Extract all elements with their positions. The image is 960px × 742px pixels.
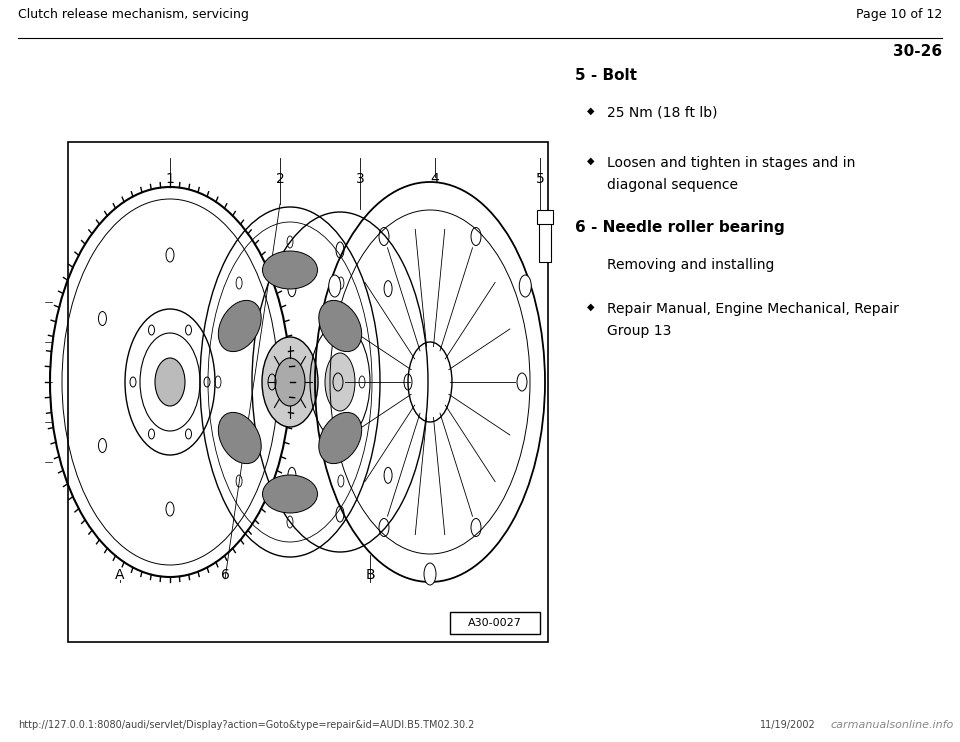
Text: 25 Nm (18 ft lb): 25 Nm (18 ft lb) <box>607 106 717 120</box>
Text: 3: 3 <box>355 172 365 186</box>
Text: B: B <box>365 568 374 582</box>
Ellipse shape <box>328 275 341 297</box>
Text: diagonal sequence: diagonal sequence <box>607 178 738 192</box>
Text: Removing and installing: Removing and installing <box>607 258 775 272</box>
Ellipse shape <box>319 413 362 464</box>
Text: Repair Manual, Engine Mechanical, Repair: Repair Manual, Engine Mechanical, Repair <box>607 302 899 316</box>
Text: 2: 2 <box>276 172 284 186</box>
Ellipse shape <box>262 337 318 427</box>
Ellipse shape <box>424 563 436 585</box>
Text: carmanualsonline.info: carmanualsonline.info <box>830 720 953 730</box>
Text: 11/19/2002: 11/19/2002 <box>760 720 816 730</box>
Bar <box>68 142 548 642</box>
Text: 30-26: 30-26 <box>893 44 942 59</box>
Text: 5: 5 <box>536 172 544 186</box>
Text: http://127.0.0.1:8080/audi/servlet/Display?action=Goto&type=repair&id=AUDI.B5.TM: http://127.0.0.1:8080/audi/servlet/Displ… <box>18 720 474 730</box>
Text: ◆: ◆ <box>587 106 594 116</box>
Text: A30-0027: A30-0027 <box>468 618 522 628</box>
Ellipse shape <box>319 301 362 352</box>
Text: Page 10 of 12: Page 10 of 12 <box>855 8 942 21</box>
Ellipse shape <box>262 251 318 289</box>
Text: 1: 1 <box>165 172 175 186</box>
Ellipse shape <box>519 275 531 297</box>
Bar <box>539 217 551 262</box>
Text: ◆: ◆ <box>587 302 594 312</box>
Text: 4: 4 <box>431 172 440 186</box>
Ellipse shape <box>155 358 185 406</box>
Ellipse shape <box>275 358 305 406</box>
Text: 5 - Bolt: 5 - Bolt <box>575 68 637 83</box>
Text: Group 13: Group 13 <box>607 324 671 338</box>
Ellipse shape <box>262 475 318 513</box>
Text: 6: 6 <box>221 568 229 582</box>
Text: Loosen and tighten in stages and in: Loosen and tighten in stages and in <box>607 156 855 170</box>
Ellipse shape <box>218 301 261 352</box>
Text: Clutch release mechanism, servicing: Clutch release mechanism, servicing <box>18 8 249 21</box>
Ellipse shape <box>218 413 261 464</box>
Text: ◆: ◆ <box>587 156 594 166</box>
Bar <box>537 210 553 224</box>
Bar <box>450 612 540 634</box>
Text: 6 - Needle roller bearing: 6 - Needle roller bearing <box>575 220 784 235</box>
Text: A: A <box>115 568 125 582</box>
Ellipse shape <box>325 353 355 411</box>
